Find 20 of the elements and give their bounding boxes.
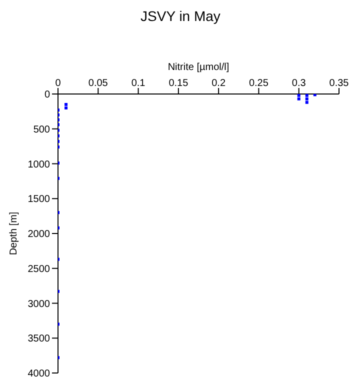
- y-tick-label: 2000: [28, 229, 50, 240]
- x-tick-label: 0.05: [88, 78, 108, 89]
- y-tick-label: 0: [44, 90, 50, 101]
- x-tick-label: 0.25: [248, 78, 269, 89]
- chart-title: JSVY in May: [140, 8, 222, 26]
- x-tick-label: 0.2: [212, 78, 226, 89]
- y-tick-label: 1500: [28, 194, 50, 206]
- x-tick-label: 0: [55, 78, 62, 89]
- x-tick-label: 0.3: [292, 78, 306, 89]
- x-tick-label: 0.15: [168, 78, 189, 89]
- y-axis-title: Depth [m]: [8, 212, 20, 256]
- y-tick-label: 4000: [28, 368, 50, 380]
- y-tick-label: 2500: [28, 264, 50, 275]
- y-tick-label: 3500: [28, 334, 50, 345]
- x-tick-label: 0.1: [131, 78, 146, 89]
- y-tick-label: 1000: [28, 159, 50, 170]
- y-tick-label: 500: [33, 124, 50, 136]
- x-tick-label: 0.35: [329, 78, 350, 89]
- y-tick-label: 3000: [28, 298, 50, 310]
- x-axis-title: Nitrite [µmol/l]: [168, 62, 230, 74]
